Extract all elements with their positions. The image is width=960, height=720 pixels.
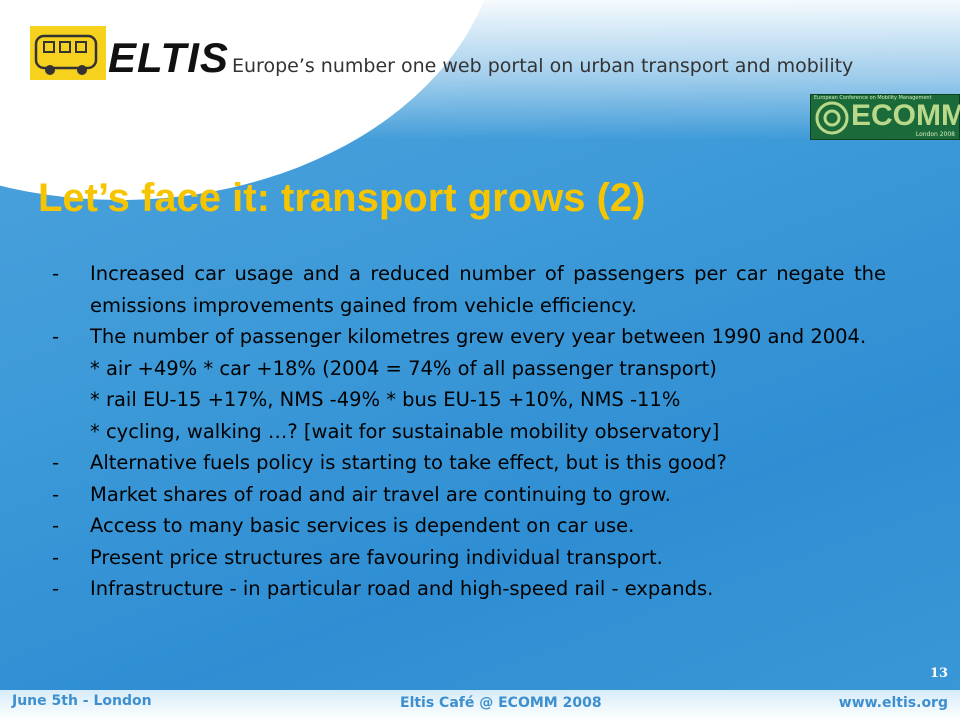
bullet-item: - Increased car usage and a reduced numbe…	[52, 258, 886, 321]
bullet-text: Present price structures are favouring i…	[90, 545, 663, 569]
footer-bar	[0, 690, 960, 720]
bullet-text: Increased car usage and a reduced number…	[90, 262, 886, 317]
logo-icon	[30, 26, 106, 80]
sub-line: * cycling, walking …? [wait for sustaina…	[90, 419, 720, 443]
sub-line: * rail EU-15 +17%, NMS -49% * bus EU-15 …	[90, 388, 681, 411]
page-number: 13	[930, 666, 949, 681]
bullet-text: Access to many basic services is depende…	[90, 514, 635, 537]
badge-emblem	[815, 101, 849, 135]
bullet-body: Infrastructure - in particular road and …	[90, 573, 886, 605]
bullet-item: - Market shares of road and air travel ar…	[52, 479, 886, 511]
bullet-marker: -	[52, 577, 60, 600]
bullet-body: Market shares of road and air travel are…	[90, 479, 886, 511]
header-band	[0, 0, 960, 140]
bullet-marker: -	[52, 325, 60, 348]
bullet-item: - Access to many basic services is depend…	[52, 510, 886, 542]
bus-icon	[34, 34, 98, 75]
ecomm-badge: European Conference on Mobility Manageme…	[810, 94, 960, 140]
bullet-list: - Increased car usage and a reduced numbe…	[52, 258, 886, 605]
bullet-item: - Present price structures are favouring …	[52, 542, 886, 574]
bullet-item: - The number of passenger kilometres grew…	[52, 321, 886, 447]
bullet-text: Market shares of road and air travel are…	[90, 482, 671, 506]
bullet-body: Increased car usage and a reduced number…	[90, 258, 886, 321]
bullet-text: Infrastructure - in particular road and …	[90, 577, 714, 600]
bullet-body: Access to many basic services is depende…	[90, 510, 886, 542]
bullet-body: Present price structures are favouring i…	[90, 542, 886, 574]
bullet-marker: -	[52, 482, 60, 506]
bullet-marker: -	[52, 451, 60, 474]
badge-caption: European Conference on Mobility Manageme…	[814, 95, 932, 101]
bullet-marker: -	[52, 545, 60, 569]
slide-title: Let’s face it: transport grows (2)	[38, 176, 646, 220]
bullet-marker: -	[52, 262, 60, 285]
bullet-text: Alternative fuels policy is starting to …	[90, 451, 727, 474]
bullet-body: The number of passenger kilometres grew …	[90, 321, 886, 447]
bullet-body: Alternative fuels policy is starting to …	[90, 447, 886, 479]
bullet-item: - Infrastructure - in particular road and…	[52, 573, 886, 605]
tagline: Europe’s number one web portal on urban …	[232, 55, 854, 77]
footer-center: Eltis Café @ ECOMM 2008	[400, 695, 602, 711]
footer-left: June 5th - London	[12, 693, 152, 709]
badge-text: ECOMM	[851, 99, 960, 132]
badge-sub: London 2008	[915, 131, 955, 138]
footer-right: www.eltis.org	[838, 695, 948, 711]
bullet-text: The number of passenger kilometres grew …	[90, 325, 867, 348]
logo-text: ELTIS	[108, 34, 229, 81]
sub-line: * air +49% * car +18% (2004 = 74% of all…	[90, 356, 717, 380]
bullet-item: - Alternative fuels policy is starting to…	[52, 447, 886, 479]
bullet-marker: -	[52, 514, 60, 537]
